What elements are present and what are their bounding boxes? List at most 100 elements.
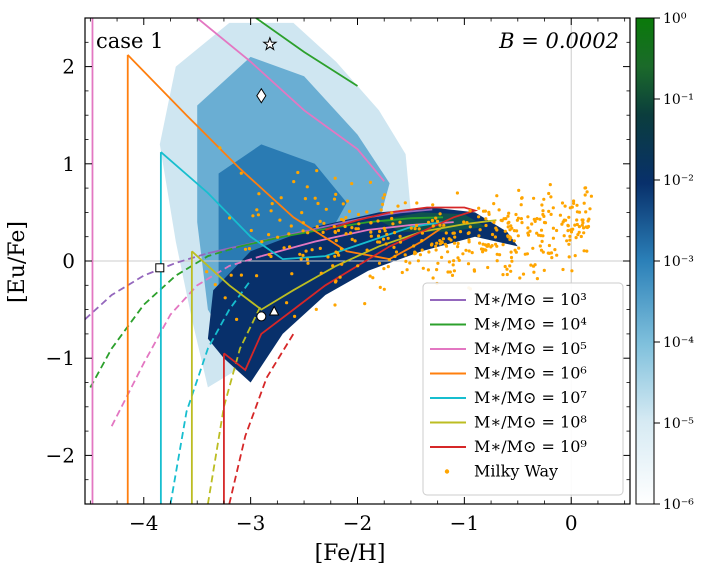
series-5-dashed <box>169 279 252 504</box>
annotation-b-value: B = 0.0002 <box>498 29 619 53</box>
mw-point <box>560 201 565 205</box>
mw-point <box>306 261 310 265</box>
mw-point <box>585 225 590 230</box>
mw-point <box>451 263 455 267</box>
mw-point <box>369 230 373 234</box>
series-4 <box>126 54 444 504</box>
mw-point <box>541 250 545 254</box>
series-2-upper <box>255 18 358 87</box>
mw-point <box>508 237 512 242</box>
mw-point <box>495 244 499 248</box>
mw-point <box>239 171 243 175</box>
mw-point <box>582 226 586 230</box>
mw-point <box>462 220 466 224</box>
mw-point <box>526 215 530 219</box>
mw-point <box>387 258 391 262</box>
mw-point <box>393 254 397 258</box>
mw-point <box>569 230 574 234</box>
mw-point <box>562 234 566 238</box>
mw-point <box>409 226 413 230</box>
mw-point <box>576 233 580 237</box>
mw-point <box>472 268 476 272</box>
mw-point <box>385 232 389 236</box>
mw-point <box>572 199 576 203</box>
mw-point <box>426 220 431 224</box>
mw-point <box>481 247 485 251</box>
mw-point <box>285 301 289 305</box>
mw-point <box>505 272 509 277</box>
y-tick-label: 1 <box>62 152 75 176</box>
mw-point <box>393 231 397 235</box>
mw-point <box>539 228 544 232</box>
mw-point <box>507 220 511 224</box>
mw-point <box>499 218 503 222</box>
mw-point <box>398 220 402 224</box>
mw-point <box>478 228 482 232</box>
mw-point <box>229 273 233 277</box>
special-markers <box>155 36 280 322</box>
mw-point <box>542 197 546 201</box>
mw-point <box>288 245 292 249</box>
colorbar: 10⁰ 10⁻¹ 10⁻² 10⁻³ 10⁻⁴ 10⁻⁵ 10⁻⁶ <box>635 11 694 513</box>
mw-point <box>504 217 508 221</box>
legend-label-8: Milky Way <box>474 462 558 481</box>
y-tick-label: −1 <box>46 346 75 370</box>
mw-point <box>535 217 539 221</box>
mw-point <box>448 270 452 274</box>
mw-point <box>549 212 553 216</box>
mw-point <box>315 225 319 229</box>
mw-point <box>239 273 243 277</box>
mw-point <box>457 258 461 262</box>
x-tick-label: −2 <box>343 511 372 535</box>
mw-point <box>270 202 274 206</box>
mw-point <box>563 204 567 208</box>
mw-point <box>528 229 532 233</box>
mw-point <box>341 202 345 206</box>
mw-point <box>466 231 470 235</box>
mw-point <box>455 191 459 195</box>
mw-point <box>333 303 337 307</box>
series-2-dashed <box>89 245 241 388</box>
mw-point <box>376 234 381 238</box>
mw-point <box>514 212 518 217</box>
mw-point <box>540 239 544 243</box>
mw-point <box>293 314 297 318</box>
mw-point <box>243 247 248 251</box>
mw-point <box>299 257 303 261</box>
mw-point <box>408 261 412 265</box>
mw-point <box>453 235 457 239</box>
mw-point <box>318 219 322 223</box>
legend-label-7: M∗/M⊙ = 10⁹ <box>474 437 587 456</box>
mw-point <box>451 231 455 235</box>
mw-point <box>477 215 481 219</box>
mw-point <box>509 255 514 260</box>
mw-point <box>383 193 387 197</box>
mw-point <box>392 245 396 249</box>
mw-point <box>458 230 463 234</box>
series-3-dashed <box>110 255 262 427</box>
mw-point <box>531 264 536 268</box>
mw-point <box>492 220 496 224</box>
mw-point <box>376 240 380 244</box>
mw-point <box>390 216 394 221</box>
mw-point <box>582 201 586 205</box>
mw-point <box>447 237 451 241</box>
mw-point <box>356 227 360 231</box>
mw-point <box>481 250 485 254</box>
colorbar-tick-label: 10⁻⁵ <box>663 416 694 432</box>
mw-point <box>383 229 387 233</box>
mw-point <box>540 203 544 207</box>
mw-point <box>535 231 539 235</box>
mw-point <box>435 241 439 245</box>
mw-point <box>382 226 386 230</box>
mw-point <box>506 214 510 218</box>
mw-point <box>420 239 424 243</box>
mw-point <box>405 268 409 272</box>
series-3-upper <box>196 18 385 182</box>
mw-point <box>441 237 445 241</box>
colorbar-tick-label: 10⁻³ <box>663 254 694 270</box>
mw-point <box>398 240 403 244</box>
mw-point <box>520 196 524 200</box>
mw-point <box>435 219 440 223</box>
mw-point <box>369 234 373 238</box>
